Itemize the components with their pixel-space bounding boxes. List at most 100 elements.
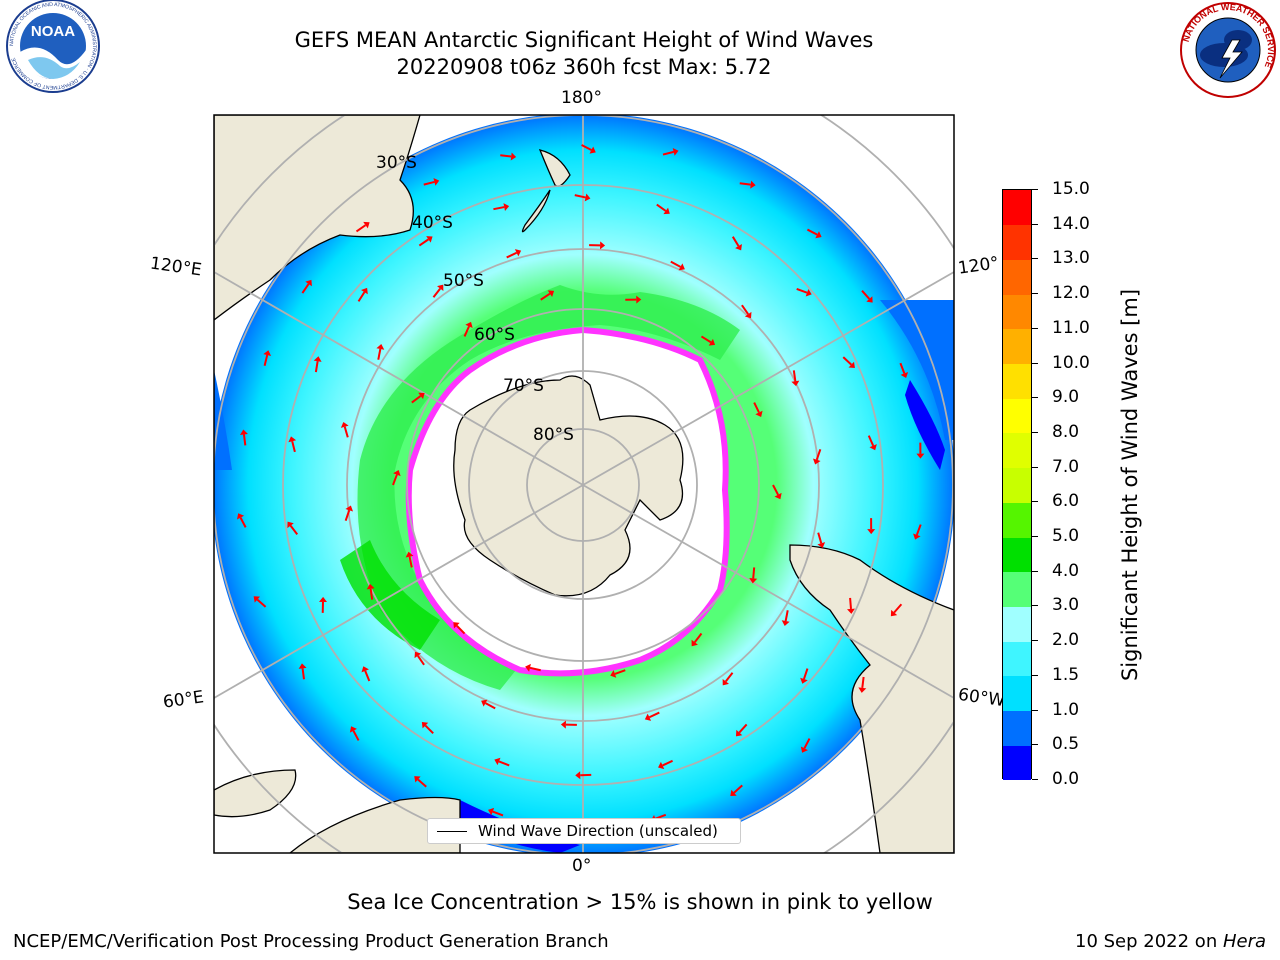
wave-arrow-head	[421, 722, 429, 729]
colorbar-segment	[1003, 398, 1031, 434]
wave-arrow-head	[437, 284, 444, 292]
wave-arrow-shaft	[803, 738, 811, 749]
wave-arrow-shaft	[725, 672, 734, 683]
wave-arrow-head	[433, 178, 440, 186]
map-subtitle: 20220908 t06z 360h fcst Max: 5.72	[396, 55, 772, 79]
colorbar-segment	[1003, 641, 1031, 677]
wave-arrow-shaft	[417, 778, 427, 788]
wave-arrow-head	[288, 436, 297, 443]
credit-machine: Hera	[1222, 931, 1266, 952]
credit-left: NCEP/EMC/Verification Post Processing Pr…	[13, 931, 609, 952]
wave-arrow-shaft	[792, 370, 797, 382]
colorbar-tick-label: 8.0	[1052, 421, 1080, 442]
colorbar-tick	[1032, 397, 1038, 399]
wave-arrow-head	[510, 152, 517, 161]
wave-arrow-head	[913, 533, 921, 540]
svg-text:NOAA: NOAA	[31, 23, 75, 40]
sea-ice-note: Sea Ice Concentration > 15% is shown in …	[347, 890, 933, 914]
wave-arrow-shaft	[915, 524, 922, 536]
colorbar-tick	[1032, 640, 1038, 642]
wave-arrow-shaft	[301, 668, 305, 680]
wave-arrow-head	[817, 542, 826, 549]
madagascar-landmass	[214, 769, 297, 818]
colorbar-tick-label: 1.5	[1052, 664, 1080, 685]
wave-arrow-head	[644, 713, 652, 721]
wave-arrow-head	[735, 729, 743, 737]
lat-label-30s: 30°S	[376, 153, 417, 173]
wave-arrow-head	[791, 380, 800, 387]
lat-label-80s: 80°S	[533, 425, 574, 445]
colorbar-tick-label: 9.0	[1052, 387, 1080, 408]
wave-arrow-shaft	[529, 666, 541, 672]
wave-arrow-shaft	[343, 426, 349, 438]
wave-arrow-head	[815, 231, 822, 239]
wave-arrow-shaft	[670, 260, 681, 268]
wave-arrow-head	[869, 444, 877, 451]
wave-arrow-head	[488, 807, 495, 816]
wave-arrow-shaft	[849, 597, 852, 609]
wave-arrow-head	[361, 287, 368, 295]
wave-arrow-head	[426, 236, 433, 243]
wave-arrow-shaft	[752, 567, 756, 579]
wave-arrow-head	[658, 761, 665, 770]
wave-arrow-shaft	[861, 676, 865, 689]
wave-arrow-head	[691, 639, 698, 647]
wave-arrow-head	[361, 666, 369, 673]
wave-arrow-head	[800, 677, 808, 684]
wave-arrow-head	[584, 193, 591, 202]
colorbar-tick	[1032, 709, 1038, 711]
wave-arrow-shaft	[242, 434, 247, 446]
wave-arrow-head	[812, 458, 821, 465]
wave-arrow-head	[866, 296, 873, 303]
wave-arrow-shaft	[392, 474, 398, 486]
wave-arrow-head	[514, 249, 522, 257]
wave-arrow-head	[345, 505, 354, 512]
lat-label-50s: 50°S	[443, 271, 484, 291]
legend-line-swatch	[437, 831, 467, 832]
africa-landmass	[288, 796, 461, 853]
colorbar-tick	[1032, 362, 1038, 364]
wave-arrow-head	[774, 492, 782, 500]
wave-arrow-shaft	[867, 435, 875, 447]
wave-arrow-shaft	[408, 556, 413, 568]
wave-arrow-head	[376, 344, 385, 350]
wave-arrow-head	[589, 146, 596, 154]
wave-arrow-head	[414, 776, 421, 783]
map-title: GEFS MEAN Antarctic Significant Height o…	[294, 28, 874, 52]
colorbar-tick	[1032, 466, 1038, 468]
wave-arrow-shaft	[700, 335, 712, 344]
wave-arrow-shaft	[648, 711, 660, 719]
colorbar-tick-label: 0.0	[1052, 769, 1080, 789]
colorbar-tick	[1032, 744, 1038, 746]
wave-arrow-shaft	[289, 525, 299, 536]
colorbar-tick-label: 14.0	[1052, 213, 1090, 234]
australia-landmass	[214, 115, 421, 321]
wave-arrow-head	[313, 356, 322, 362]
wave-arrow-shaft	[796, 288, 808, 294]
wave-arrow-head	[600, 241, 606, 250]
wave-arrow-shaft	[498, 760, 510, 767]
colorbar-tick-label: 7.0	[1052, 456, 1080, 477]
wave-arrow-shaft	[662, 150, 674, 156]
wave-arrow-head	[287, 521, 294, 529]
colorbar-tick	[1032, 501, 1038, 503]
wave-arrow-head	[575, 771, 581, 780]
wave-arrow-shaft	[614, 669, 626, 675]
colorbar-tick-label: 3.0	[1052, 595, 1080, 616]
wave-arrow-shaft	[803, 668, 809, 680]
colorbar-tick	[1032, 189, 1038, 190]
colorbar-segment	[1003, 675, 1031, 712]
wave-arrow-shaft	[842, 356, 852, 366]
wave-arrow-head	[418, 392, 425, 400]
wave-arrow-head	[405, 551, 414, 558]
colorbar-title: Significant Height of Wind Waves [m]	[1118, 288, 1142, 682]
wave-arrow-head	[239, 429, 248, 435]
colorbar-tick	[1032, 293, 1038, 295]
wave-arrow-head	[236, 513, 245, 520]
credit-right: 10 Sep 2022 on Hera	[1075, 931, 1266, 952]
wave-arrow-shaft	[581, 144, 592, 151]
wave-arrow-head	[672, 148, 679, 156]
wave-arrow-shaft	[463, 325, 470, 337]
wave-arrow-shaft	[239, 517, 247, 528]
